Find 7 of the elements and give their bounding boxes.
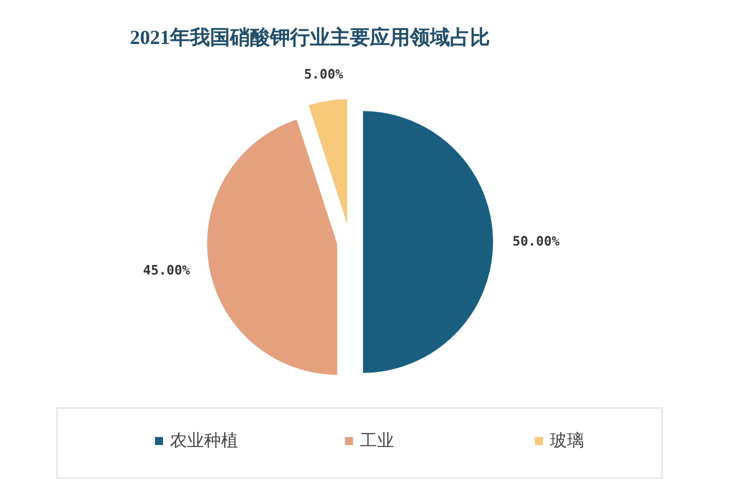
- legend-label: 玻璃: [550, 431, 584, 451]
- legend-label: 工业: [360, 431, 394, 451]
- data-label: 50.00%: [512, 234, 560, 250]
- data-label: 45.00%: [143, 264, 190, 279]
- data-label: 5.00%: [304, 68, 344, 83]
- legend-label: 农业种植: [170, 431, 238, 451]
- chart-title: 2021年我国硝酸钾行业主要应用领域占比: [130, 26, 490, 49]
